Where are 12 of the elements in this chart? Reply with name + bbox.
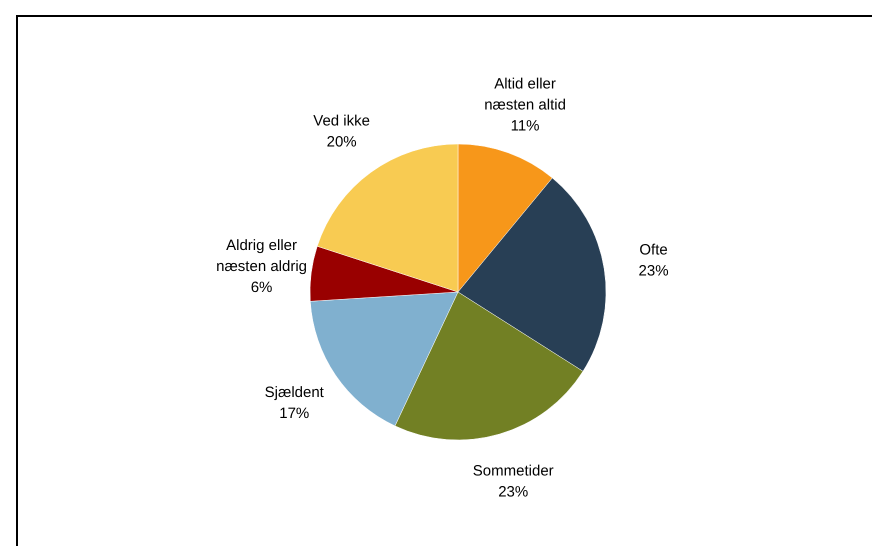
slice-label: Sjældent (264, 384, 325, 401)
slice-label: Ofte (639, 241, 668, 258)
data-label: 23% (498, 484, 528, 501)
data-label: 23% (638, 262, 669, 280)
slice-label: Sommetider (472, 462, 554, 480)
slice-label: Aldrig eller næsten aldrig (216, 237, 308, 276)
data-label: 20% (326, 133, 357, 150)
data-label: 6% (250, 279, 272, 296)
data-label: 11% (510, 118, 540, 135)
data-label: 17% (279, 404, 310, 422)
slice-label: Altid eller næsten altid (484, 76, 566, 114)
slice-label: Ved ikke (313, 112, 370, 130)
